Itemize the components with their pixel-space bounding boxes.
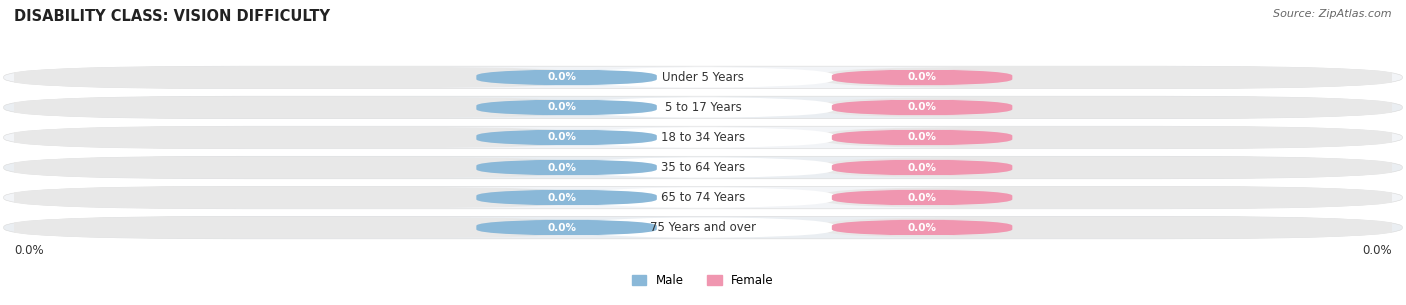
Text: 0.0%: 0.0% bbox=[908, 163, 936, 173]
FancyBboxPatch shape bbox=[832, 129, 1012, 146]
FancyBboxPatch shape bbox=[820, 217, 1399, 238]
Text: 0.0%: 0.0% bbox=[548, 163, 576, 173]
Text: DISABILITY CLASS: VISION DIFFICULTY: DISABILITY CLASS: VISION DIFFICULTY bbox=[14, 9, 330, 24]
Text: 0.0%: 0.0% bbox=[548, 132, 576, 142]
Text: Under 5 Years: Under 5 Years bbox=[662, 71, 744, 84]
FancyBboxPatch shape bbox=[477, 99, 657, 116]
Text: 0.0%: 0.0% bbox=[548, 192, 576, 203]
FancyBboxPatch shape bbox=[4, 126, 1402, 149]
FancyBboxPatch shape bbox=[832, 219, 1012, 236]
FancyBboxPatch shape bbox=[572, 187, 834, 208]
FancyBboxPatch shape bbox=[572, 67, 834, 88]
FancyBboxPatch shape bbox=[7, 217, 586, 238]
FancyBboxPatch shape bbox=[477, 129, 657, 146]
Text: 0.0%: 0.0% bbox=[548, 223, 576, 233]
FancyBboxPatch shape bbox=[572, 157, 834, 178]
FancyBboxPatch shape bbox=[832, 99, 1012, 116]
FancyBboxPatch shape bbox=[832, 189, 1012, 206]
FancyBboxPatch shape bbox=[820, 127, 1399, 148]
FancyBboxPatch shape bbox=[4, 156, 1402, 179]
FancyBboxPatch shape bbox=[572, 217, 834, 238]
FancyBboxPatch shape bbox=[820, 97, 1399, 118]
FancyBboxPatch shape bbox=[572, 127, 834, 148]
Text: 75 Years and over: 75 Years and over bbox=[650, 221, 756, 234]
FancyBboxPatch shape bbox=[7, 67, 586, 88]
FancyBboxPatch shape bbox=[477, 219, 657, 236]
Text: 18 to 34 Years: 18 to 34 Years bbox=[661, 131, 745, 144]
FancyBboxPatch shape bbox=[7, 97, 586, 118]
FancyBboxPatch shape bbox=[4, 186, 1402, 209]
FancyBboxPatch shape bbox=[7, 127, 586, 148]
Text: 0.0%: 0.0% bbox=[1362, 244, 1392, 257]
Text: 0.0%: 0.0% bbox=[548, 72, 576, 82]
Text: 35 to 64 Years: 35 to 64 Years bbox=[661, 161, 745, 174]
FancyBboxPatch shape bbox=[7, 187, 586, 208]
FancyBboxPatch shape bbox=[4, 66, 1402, 89]
Text: 0.0%: 0.0% bbox=[908, 223, 936, 233]
Text: 0.0%: 0.0% bbox=[908, 102, 936, 113]
FancyBboxPatch shape bbox=[4, 216, 1402, 239]
Legend: Male, Female: Male, Female bbox=[633, 274, 773, 287]
FancyBboxPatch shape bbox=[4, 96, 1402, 119]
Text: Source: ZipAtlas.com: Source: ZipAtlas.com bbox=[1274, 9, 1392, 19]
FancyBboxPatch shape bbox=[572, 97, 834, 118]
FancyBboxPatch shape bbox=[832, 69, 1012, 86]
FancyBboxPatch shape bbox=[7, 157, 586, 178]
FancyBboxPatch shape bbox=[820, 157, 1399, 178]
Text: 0.0%: 0.0% bbox=[908, 192, 936, 203]
Text: 65 to 74 Years: 65 to 74 Years bbox=[661, 191, 745, 204]
Text: 0.0%: 0.0% bbox=[908, 132, 936, 142]
FancyBboxPatch shape bbox=[477, 159, 657, 176]
FancyBboxPatch shape bbox=[820, 187, 1399, 208]
Text: 0.0%: 0.0% bbox=[908, 72, 936, 82]
FancyBboxPatch shape bbox=[832, 159, 1012, 176]
Text: 5 to 17 Years: 5 to 17 Years bbox=[665, 101, 741, 114]
Text: 0.0%: 0.0% bbox=[548, 102, 576, 113]
FancyBboxPatch shape bbox=[477, 69, 657, 86]
FancyBboxPatch shape bbox=[477, 189, 657, 206]
Text: 0.0%: 0.0% bbox=[14, 244, 44, 257]
FancyBboxPatch shape bbox=[820, 67, 1399, 88]
